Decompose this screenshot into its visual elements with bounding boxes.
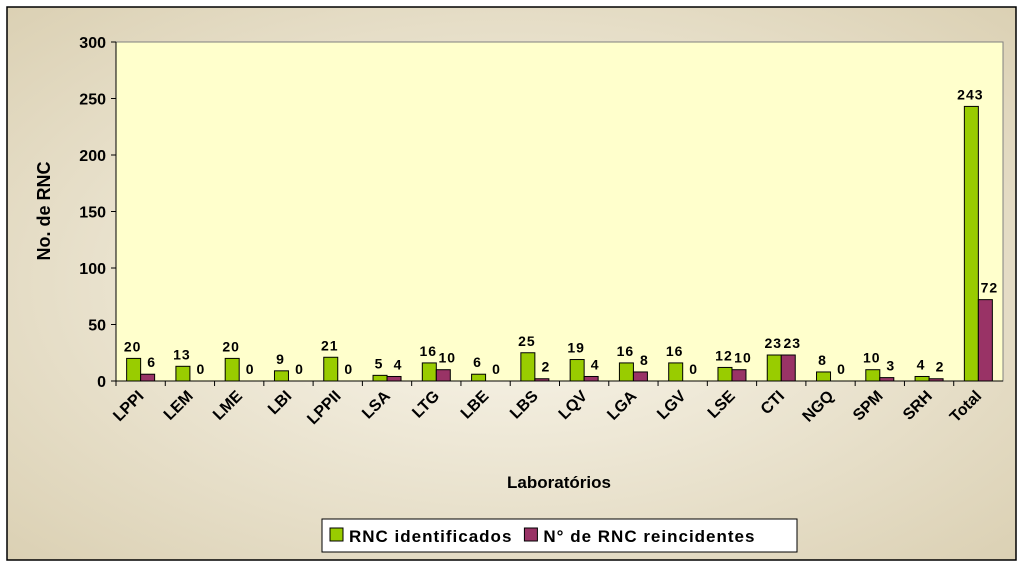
bar — [618, 362, 634, 382]
data-label: 20 — [222, 338, 240, 354]
data-label: 0 — [344, 361, 353, 377]
data-label: 0 — [837, 361, 846, 377]
bar — [435, 369, 451, 382]
data-label: 12 — [715, 347, 733, 363]
data-label: 0 — [246, 361, 255, 377]
y-tick-label: 100 — [79, 261, 106, 278]
data-label: 0 — [492, 361, 501, 377]
y-tick-label: 0 — [97, 374, 106, 391]
y-axis-label: No. de RNC — [34, 161, 54, 260]
data-label: 72 — [981, 280, 999, 296]
data-label: 0 — [689, 361, 698, 377]
bar — [520, 352, 536, 382]
bar — [386, 375, 402, 382]
bar — [471, 373, 487, 382]
bar — [323, 356, 339, 382]
bar — [963, 105, 979, 382]
data-label: 16 — [617, 343, 635, 359]
data-label: 16 — [420, 343, 438, 359]
y-tick-label: 50 — [88, 318, 106, 335]
data-label: 9 — [276, 351, 285, 367]
y-tick-label: 250 — [79, 92, 106, 109]
data-label: 5 — [375, 355, 384, 371]
bar — [977, 299, 993, 382]
y-tick-label: 200 — [79, 148, 106, 165]
bar — [421, 362, 437, 382]
bar — [372, 374, 388, 382]
bar — [140, 373, 156, 382]
data-label: 13 — [173, 346, 191, 362]
data-label: 23 — [764, 335, 782, 351]
data-label: 4 — [591, 356, 600, 372]
data-label: 8 — [818, 352, 827, 368]
legend-swatch — [329, 527, 344, 542]
legend-label: N° de RNC reincidentes — [543, 527, 755, 546]
data-label: 3 — [886, 358, 895, 374]
data-label: 2 — [936, 359, 945, 375]
data-label: 6 — [147, 354, 156, 370]
data-label: 0 — [197, 361, 206, 377]
data-label: 16 — [666, 343, 684, 359]
bar — [175, 365, 191, 382]
bar — [731, 369, 747, 382]
y-tick-label: 300 — [79, 35, 106, 52]
bar — [865, 369, 881, 382]
bar — [583, 375, 599, 382]
data-label: 23 — [783, 335, 801, 351]
legend-swatch — [523, 527, 538, 542]
bar — [126, 357, 142, 382]
bar — [879, 377, 895, 382]
y-tick-label: 150 — [79, 205, 106, 222]
data-label: 21 — [321, 337, 339, 353]
x-axis-label: Laboratórios — [507, 473, 611, 492]
data-label: 8 — [640, 352, 649, 368]
data-label: 20 — [124, 338, 142, 354]
data-label: 10 — [734, 350, 752, 366]
data-label: 10 — [863, 350, 881, 366]
bar — [766, 354, 782, 382]
bar — [569, 359, 585, 382]
bar — [273, 370, 289, 382]
bar — [717, 366, 733, 382]
data-label: 0 — [295, 361, 304, 377]
data-label: 4 — [394, 356, 403, 372]
plot-area — [115, 41, 1004, 382]
data-label: 10 — [439, 350, 457, 366]
data-label: 6 — [473, 354, 482, 370]
data-label: 19 — [567, 340, 585, 356]
data-label: 4 — [917, 356, 926, 372]
bar — [928, 378, 944, 382]
bar — [534, 378, 550, 382]
legend-box — [321, 518, 798, 553]
bar — [224, 357, 240, 382]
bar — [668, 362, 684, 382]
bar — [780, 354, 796, 382]
bar — [632, 371, 648, 382]
bar — [816, 371, 832, 382]
legend-label: RNC identificados — [349, 527, 512, 546]
data-label: 243 — [957, 86, 983, 102]
data-label: 2 — [541, 359, 550, 375]
data-label: 25 — [518, 333, 536, 349]
bar — [914, 375, 930, 382]
